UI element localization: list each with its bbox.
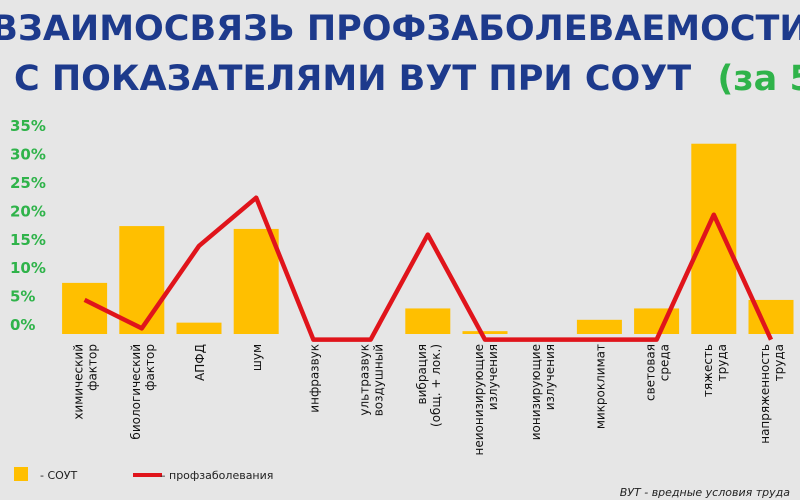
x-tick-label: труда [715, 344, 729, 381]
x-tick-label: химический [72, 344, 86, 420]
footnote: ВУТ - вредные условия труда [620, 486, 790, 499]
x-tick-label: ионизирующие [529, 344, 543, 440]
y-axis-ticks: 35% 30% 25% 20% 15% 10% 5% 0% [10, 117, 46, 334]
y-tick-label: 20% [10, 202, 46, 220]
bar [176, 322, 222, 334]
y-tick-label: 15% [10, 231, 46, 249]
title-line-2: С ПОКАЗАТЕЛЯМИ ВУТ ПРИ СОУТ (за 5 ЛЕТ) [14, 59, 800, 99]
y-tick-label: 25% [10, 174, 46, 192]
x-tick-label: тяжесть [701, 344, 715, 397]
x-tick-label: микроклимат [593, 344, 607, 429]
x-tick-label: световая [644, 344, 658, 401]
y-tick-label: 10% [10, 259, 46, 277]
line-series [83, 195, 774, 342]
x-tick-label: инфразвук [307, 344, 321, 413]
bar [634, 308, 680, 334]
title-line-1: ВЗАИМОСВЯЗЬ ПРОФЗАБОЛЕВАЕМОСТИ [0, 9, 800, 49]
bar [691, 143, 737, 334]
x-tick-label: биологический [129, 344, 143, 440]
x-tick-label: (общ. + лок.) [429, 344, 443, 427]
title-line-2-main: С ПОКАЗАТЕЛЯМИ ВУТ ПРИ СОУТ [14, 59, 691, 99]
bar-series [62, 143, 794, 334]
x-tick-label: фактор [143, 344, 157, 391]
x-tick-label: труда [772, 344, 786, 381]
y-tick-label: 35% [10, 117, 46, 135]
x-tick-label: вибрация [415, 344, 429, 404]
x-tick-label: излучения [543, 344, 557, 410]
x-tick-label: воздушный [372, 344, 386, 416]
line-path [83, 195, 774, 342]
x-tick-label: излучения [486, 344, 500, 410]
x-tick-label: ультразвук [358, 344, 372, 416]
legend-bar-swatch [14, 467, 28, 481]
bar [462, 331, 508, 334]
y-tick-label: 30% [10, 146, 46, 164]
x-tick-label: среда [658, 344, 672, 381]
bar [233, 228, 279, 334]
title-line-2-accent: (за 5 ЛЕТ) [717, 59, 800, 99]
x-tick-label: фактор [86, 344, 100, 391]
x-tick-label: шум [250, 344, 264, 371]
x-tick-label: неионизирующие [472, 344, 486, 456]
y-tick-label: 0% [10, 316, 35, 334]
bar [576, 319, 622, 334]
x-axis-labels: химический фактор биологический фактор АПФД ш… [72, 344, 786, 456]
bar [405, 308, 451, 334]
legend-bar-label: - СОУТ [40, 469, 78, 482]
x-tick-label: напряженность [758, 344, 772, 444]
x-tick-label: АПФД [193, 344, 207, 381]
bar [119, 226, 165, 334]
y-tick-label: 5% [10, 288, 35, 306]
legend-line-label: – профзаболевания [160, 469, 273, 482]
